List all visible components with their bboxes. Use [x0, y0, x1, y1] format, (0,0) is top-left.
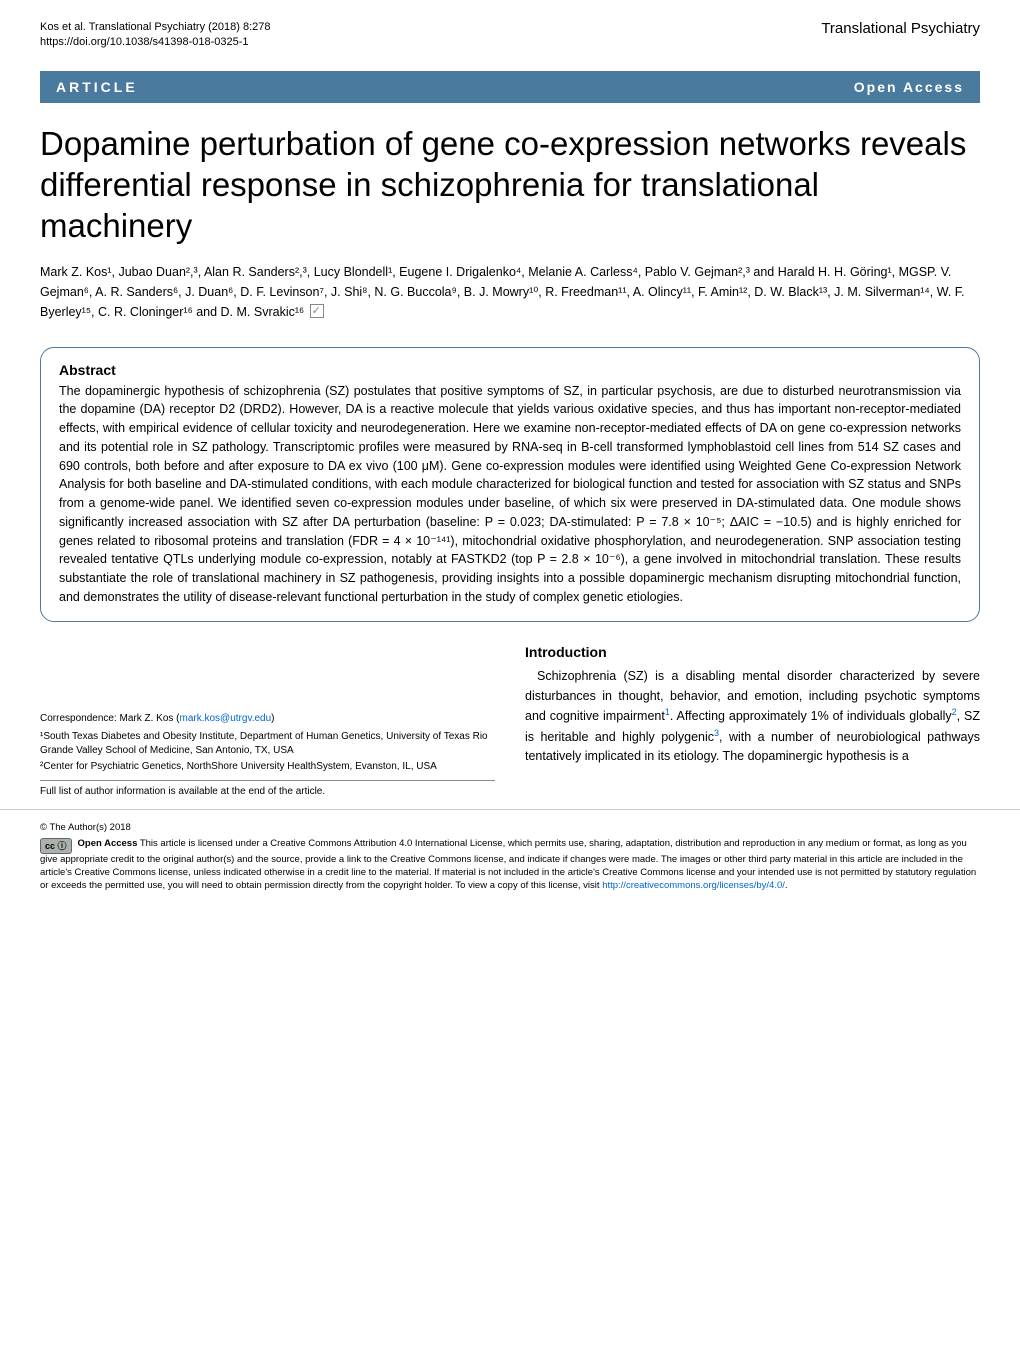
cc-badge-icon: cc ⓘ — [40, 838, 72, 854]
two-column-section: Correspondence: Mark Z. Kos (mark.kos@ut… — [0, 642, 1020, 799]
copyright-line: © The Author(s) 2018 — [40, 822, 980, 835]
affiliation-1: ¹South Texas Diabetes and Obesity Instit… — [40, 730, 495, 758]
introduction-heading: Introduction — [525, 642, 980, 664]
full-author-list-note: Full list of author information is avail… — [40, 780, 495, 799]
journal-name: Translational Psychiatry — [821, 20, 980, 37]
introduction-column: Introduction Schizophrenia (SZ) is a dis… — [525, 642, 980, 799]
abstract-box: Abstract The dopaminergic hypothesis of … — [40, 347, 980, 622]
correspondence-line: Correspondence: Mark Z. Kos (mark.kos@ut… — [40, 712, 495, 726]
affiliation-2: ²Center for Psychiatric Genetics, NorthS… — [40, 760, 495, 774]
authors-text: Mark Z. Kos¹, Jubao Duan²,³, Alan R. San… — [40, 265, 965, 319]
correspondence-close: ) — [271, 713, 274, 724]
open-access-bold: Open Access — [78, 838, 138, 849]
article-type-bar: ARTICLE Open Access — [40, 71, 980, 103]
correspondence-column: Correspondence: Mark Z. Kos (mark.kos@ut… — [40, 642, 495, 799]
license-link[interactable]: http://creativecommons.org/licenses/by/4… — [602, 880, 785, 891]
introduction-text: Schizophrenia (SZ) is a disabling mental… — [525, 667, 980, 766]
correspondence-label: Correspondence: Mark Z. Kos ( — [40, 713, 180, 724]
license-text: This article is licensed under a Creativ… — [40, 838, 976, 891]
abstract-text: The dopaminergic hypothesis of schizophr… — [59, 382, 961, 607]
intro-part2: . Affecting approximately 1% of individu… — [670, 709, 952, 723]
author-list: Mark Z. Kos¹, Jubao Duan²,³, Alan R. San… — [0, 262, 1020, 337]
article-label: ARTICLE — [40, 71, 154, 103]
article-title: Dopamine perturbation of gene co-express… — [0, 103, 1020, 262]
citation-line2: https://doi.org/10.1038/s41398-018-0325-… — [40, 35, 271, 50]
license-block: cc ⓘ Open Access This article is licensed… — [40, 838, 980, 893]
citation-block: Kos et al. Translational Psychiatry (201… — [40, 20, 271, 51]
copyright-section: © The Author(s) 2018 cc ⓘ Open Access Thi… — [0, 809, 1020, 913]
correspondence-email[interactable]: mark.kos@utrgv.edu — [180, 713, 272, 724]
citation-line1: Kos et al. Translational Psychiatry (201… — [40, 20, 271, 35]
checkmark-icon — [310, 304, 324, 318]
open-access-label: Open Access — [838, 71, 980, 103]
header-row: Kos et al. Translational Psychiatry (201… — [0, 0, 1020, 61]
abstract-heading: Abstract — [59, 362, 961, 378]
license-end: . — [785, 880, 788, 891]
